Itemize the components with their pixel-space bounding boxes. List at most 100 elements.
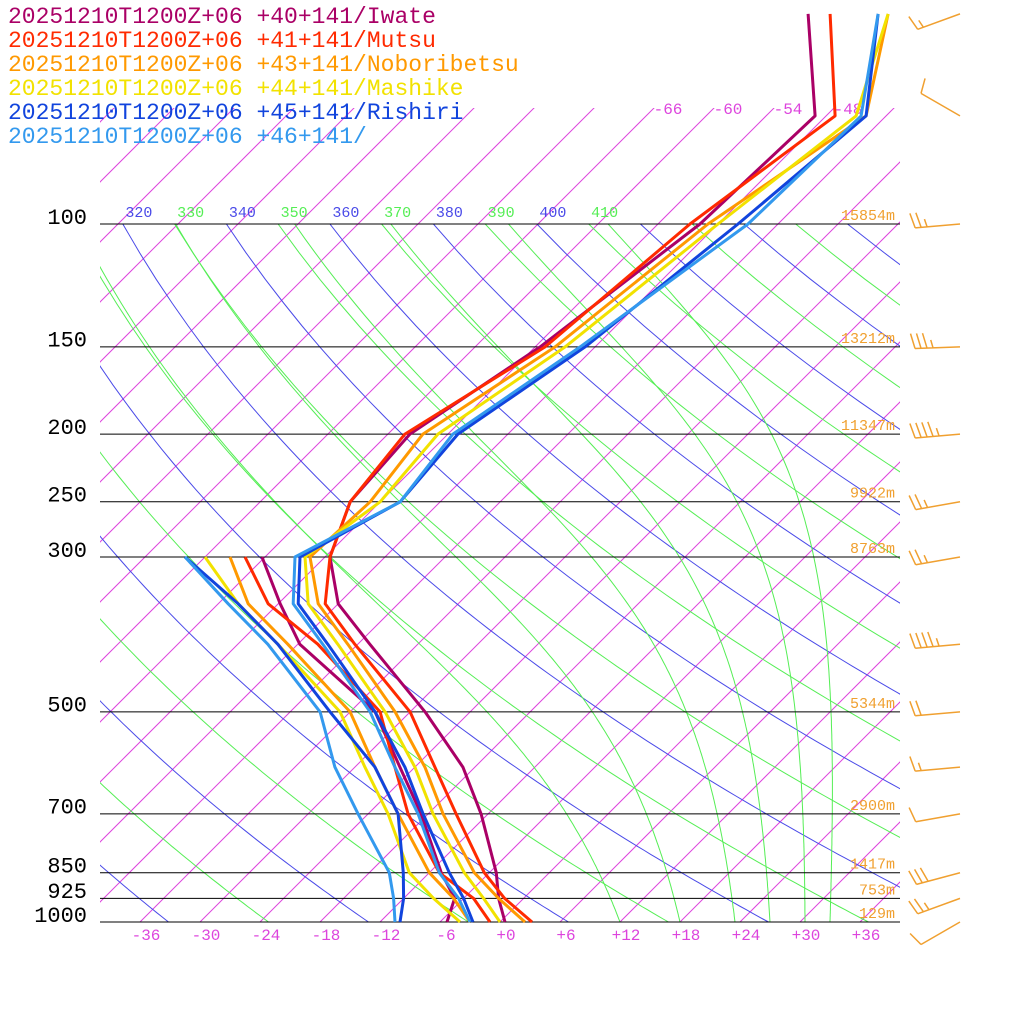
x-tick-label: -24: [252, 927, 281, 945]
dewpoint-line: [184, 555, 406, 923]
dry-adiabat: [795, 224, 900, 306]
theta-label: 360: [332, 205, 359, 222]
dry-adiabat: [588, 224, 900, 473]
legend-entry: 20251210T1200Z+06 +46+141/: [8, 124, 367, 150]
dewpoint-line: [228, 556, 472, 923]
legend-entry: 20251210T1200Z+06 +44+141/Mashike: [8, 76, 463, 102]
isotherm: [100, 108, 175, 183]
isotherm: [439, 461, 900, 923]
theta-label: 410: [591, 205, 618, 222]
moist-adiabat: [100, 265, 621, 923]
isotherm: [0, 100, 2, 922]
theta-label: 330: [177, 205, 204, 222]
height-label: 9922m: [850, 486, 895, 503]
dewpoint-line: [243, 556, 492, 923]
dry-adiabat: [691, 224, 900, 389]
isotherm: [199, 221, 900, 923]
pressure-label: 1000: [34, 904, 87, 929]
legend-entry: 20251210T1200Z+06 +40+141/Iwate: [8, 4, 436, 30]
x-tick-label: -18: [312, 927, 341, 945]
isotherm: [100, 108, 235, 243]
temperature-line: [308, 13, 890, 924]
height-label: 13212m: [841, 331, 895, 348]
theta-label: 320: [125, 205, 152, 222]
isotherm: [100, 108, 715, 723]
wind-barb: [908, 494, 961, 511]
theta-label: 340: [229, 205, 256, 222]
theta-label: 350: [281, 205, 308, 222]
pressure-label: 250: [47, 484, 87, 509]
temperature-line: [328, 13, 817, 923]
isotherm: [100, 108, 415, 423]
pressure-label: 925: [47, 880, 87, 905]
isotherm: [100, 108, 895, 903]
x-tick-label: -36: [132, 927, 161, 945]
wind-barb: [909, 631, 961, 649]
height-label: 129m: [859, 906, 895, 923]
legend-entry: 20251210T1200Z+06 +43+141/Noboribetsu: [8, 52, 519, 78]
isotherm: [100, 108, 355, 363]
pressure-label: 700: [47, 796, 87, 821]
x-tick-label: +0: [496, 927, 515, 945]
isotherm: [679, 701, 900, 923]
wind-barb: [909, 756, 961, 772]
wind-barb: [908, 807, 961, 823]
wind-barb: [909, 700, 961, 717]
isotherm: [100, 108, 475, 483]
dry-adiabat: [381, 224, 900, 649]
wind-barb: [920, 78, 961, 117]
isotherm: [100, 108, 535, 543]
pressure-label: 500: [47, 694, 87, 719]
pressure-label: 850: [47, 855, 87, 880]
pressure-label: 150: [47, 329, 87, 354]
isotherm: [379, 401, 900, 923]
isotherm: [559, 581, 900, 923]
x-tick-label: -12: [372, 927, 401, 945]
isotherm: [100, 108, 835, 843]
x-tick-label: -30: [192, 927, 221, 945]
x-tick-label: +12: [612, 927, 641, 945]
pressure-label: 100: [47, 206, 87, 231]
dewpoint-line: [183, 555, 397, 923]
theta-label: 400: [539, 205, 566, 222]
temperature-line: [303, 13, 890, 923]
wind-barb: [909, 212, 961, 229]
adiabats: [100, 224, 900, 923]
x-tick-label: +24: [732, 927, 761, 945]
height-label: 1417m: [850, 857, 895, 874]
dry-adiabat: [174, 224, 900, 838]
isotherm: [799, 821, 900, 923]
isotherm: [739, 761, 900, 923]
dry-adiabat: [847, 224, 900, 266]
temperature-line: [323, 13, 837, 924]
x-tick-label: +18: [672, 927, 701, 945]
wind-barb: [909, 332, 961, 350]
height-label: 2900m: [850, 798, 895, 815]
temperature-line: [296, 13, 880, 923]
isotherm: [619, 641, 900, 923]
isotherm: [499, 521, 900, 923]
isotherm-label: -60: [714, 101, 743, 119]
isotherm: [259, 281, 900, 923]
height-label: 11347m: [841, 418, 895, 435]
wind-barb: [909, 421, 961, 439]
x-tick-label: +30: [792, 927, 821, 945]
wind-barb: [908, 549, 961, 566]
height-label: 5344m: [850, 696, 895, 713]
height-label: 15854m: [841, 208, 895, 225]
isotherm-label: -54: [774, 101, 803, 119]
moist-adiabat: [607, 224, 833, 922]
moist-adiabat: [390, 224, 771, 923]
height-label: 8763m: [850, 541, 895, 558]
isotherm: [139, 161, 900, 923]
wind-barb: [909, 921, 961, 946]
wind-barb: [908, 867, 961, 886]
legend-entry: 20251210T1200Z+06 +41+141/Mutsu: [8, 28, 436, 54]
pressure-label: 300: [47, 539, 87, 564]
isotherm-label: -66: [654, 101, 683, 119]
theta-label: 380: [436, 205, 463, 222]
dry-adiabat: [743, 224, 900, 347]
wind-barb: [908, 897, 961, 915]
